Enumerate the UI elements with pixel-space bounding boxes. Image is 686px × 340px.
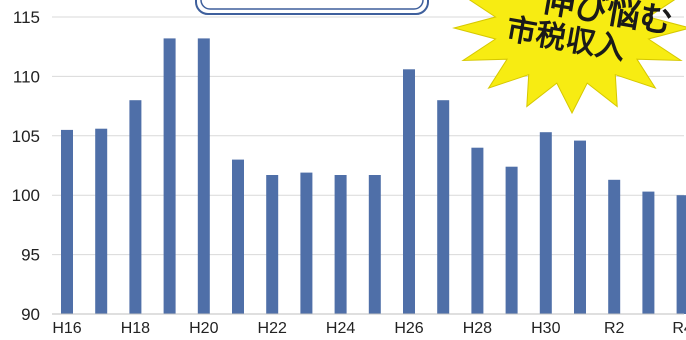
x-tick-label: H22 bbox=[258, 320, 287, 337]
x-tick-label: H24 bbox=[326, 320, 355, 337]
bar-H22 bbox=[266, 175, 279, 314]
y-tick-label: 105 bbox=[12, 127, 40, 146]
x-tick-label: R4 bbox=[672, 320, 686, 337]
callout-burst: 伸び悩む 市税収入 bbox=[452, 0, 686, 115]
y-tick-label: 110 bbox=[13, 67, 40, 86]
bar-H18 bbox=[129, 100, 142, 314]
bar-H17 bbox=[95, 128, 108, 314]
bar-R4 bbox=[676, 195, 686, 314]
bar-H29 bbox=[505, 166, 518, 314]
y-tick-label: 100 bbox=[12, 186, 40, 205]
x-tick-label: R2 bbox=[604, 320, 625, 337]
x-tick-label: H16 bbox=[52, 320, 81, 337]
bars bbox=[61, 38, 686, 315]
y-tick-label: 115 bbox=[13, 8, 40, 27]
bar-H20 bbox=[197, 38, 210, 315]
bar-H28 bbox=[471, 147, 484, 314]
bar-H30 bbox=[539, 132, 552, 314]
y-tick-label: 90 bbox=[21, 305, 40, 324]
y-tick-label: 95 bbox=[21, 246, 40, 265]
x-tick-label: H30 bbox=[531, 320, 560, 337]
x-tick-label: H18 bbox=[121, 320, 150, 337]
top-label-box bbox=[195, 0, 429, 15]
x-tick-label: H20 bbox=[189, 320, 218, 337]
bar-H23 bbox=[300, 172, 313, 314]
bar-R3 bbox=[642, 191, 655, 314]
x-tick-label: H28 bbox=[463, 320, 492, 337]
bar-H16 bbox=[61, 129, 73, 314]
x-tick-label: H26 bbox=[394, 320, 423, 337]
bar-H24 bbox=[334, 175, 347, 314]
bar-H21 bbox=[232, 159, 244, 314]
bar-R1 bbox=[574, 140, 586, 314]
bar-R2 bbox=[608, 179, 621, 314]
bar-H27 bbox=[437, 100, 450, 314]
bar-H19 bbox=[163, 38, 176, 315]
bar-H26 bbox=[403, 69, 415, 314]
x-axis-ticks: H16 H18 H20 H22 H24 H26 H28 H30 R2 R4 bbox=[52, 320, 686, 337]
y-axis-ticks: 90 95 100 105 110 115 bbox=[12, 8, 40, 324]
starburst-shape bbox=[452, 0, 686, 115]
bar-H25 bbox=[368, 175, 381, 314]
